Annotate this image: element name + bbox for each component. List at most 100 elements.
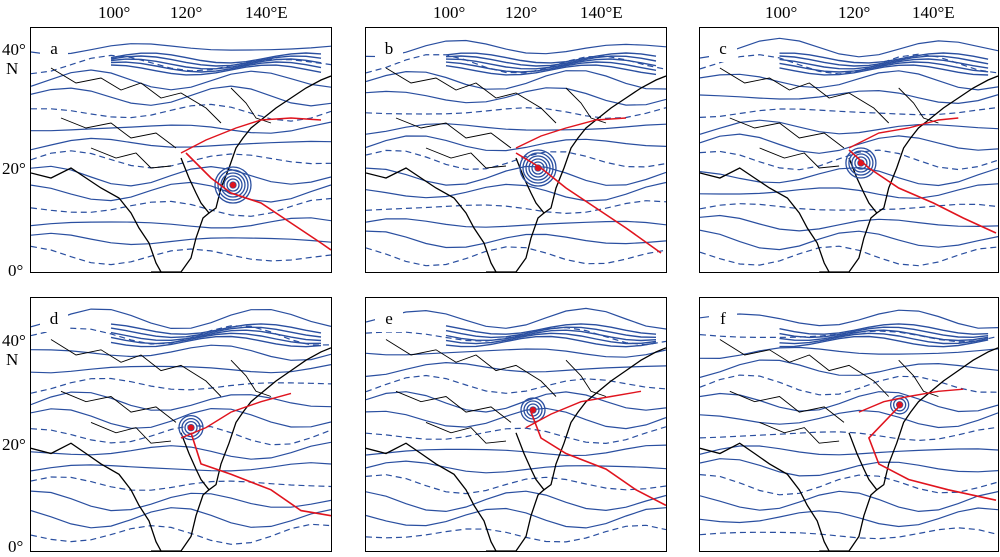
map-panel-f: f — [699, 297, 999, 552]
contour-line — [31, 165, 331, 187]
border-line — [385, 339, 557, 397]
coastline — [819, 212, 878, 272]
contour-line — [700, 53, 998, 75]
contour-line — [31, 137, 331, 151]
contour-line — [31, 476, 331, 491]
lat-label-0-bottom: 0° — [8, 537, 24, 556]
lon-label-140-a: 140°E — [245, 3, 288, 22]
border-line — [565, 359, 607, 397]
lat-label-n-top: N — [6, 59, 19, 78]
typhoon-contour — [226, 178, 240, 192]
border-line — [90, 421, 172, 444]
contour-line — [366, 149, 666, 170]
map-graphic-b — [366, 39, 666, 272]
contour-line — [31, 377, 331, 394]
coastline — [515, 347, 666, 491]
border-line — [90, 147, 172, 169]
map-layers-c — [700, 37, 998, 272]
typhoon-track-north — [858, 388, 964, 413]
contour-line — [366, 123, 666, 135]
border-line — [729, 390, 845, 423]
contour-line — [366, 474, 666, 495]
typhoon-center — [896, 401, 903, 408]
typhoon-center — [857, 160, 864, 166]
contour-line — [31, 103, 331, 122]
contour-line — [700, 346, 998, 360]
contour-line — [700, 527, 998, 540]
coastline — [151, 212, 210, 272]
contour-line — [31, 121, 331, 134]
coastline — [180, 347, 331, 491]
contour-line — [31, 43, 331, 56]
contour-line — [700, 70, 998, 91]
coastline — [848, 347, 998, 491]
lat-label-40-top: 40° — [2, 40, 26, 59]
contour-line — [31, 364, 331, 374]
contour-line — [31, 523, 331, 545]
jet-contour — [110, 52, 322, 64]
typhoon-center — [535, 165, 541, 171]
contour-line — [700, 229, 998, 251]
lon-label-140-b: 140°E — [580, 3, 623, 22]
contour-line — [31, 441, 331, 460]
lat-label-0-top: 0° — [8, 261, 24, 280]
contour-line — [700, 106, 998, 118]
jet-contour — [779, 335, 989, 348]
jet-contour — [110, 58, 322, 70]
contour-line — [366, 165, 666, 186]
typhoon-contour — [851, 153, 871, 173]
jet-contour — [445, 329, 657, 342]
coastline — [700, 442, 830, 551]
typhoon-contour — [181, 417, 201, 438]
jet-contour — [445, 55, 657, 67]
jet-contour — [779, 326, 989, 339]
contour-line — [700, 445, 998, 456]
jet-contour — [445, 332, 657, 345]
coastline — [486, 489, 545, 551]
typhoon-contour — [525, 155, 551, 181]
jet-contour — [779, 58, 989, 70]
typhoon-track-north — [180, 117, 322, 154]
lat-label-n-bottom: N — [6, 350, 19, 369]
contour-line — [31, 217, 331, 229]
jet-contour — [110, 335, 322, 348]
typhoon-contour — [217, 169, 249, 201]
contour-line — [700, 245, 998, 267]
jet-contour — [445, 61, 657, 73]
border-line — [759, 421, 840, 444]
contour-line — [366, 490, 666, 513]
jet-contour — [445, 64, 657, 76]
jet-contour — [110, 332, 322, 345]
border-line — [898, 87, 939, 124]
border-line — [395, 390, 512, 423]
contour-line — [700, 507, 998, 528]
panel-letter-c: c — [709, 36, 737, 62]
coastline — [366, 167, 497, 272]
contour-line — [700, 409, 998, 429]
contour-line — [366, 348, 666, 358]
contour-line — [31, 85, 331, 107]
contour-line — [31, 232, 331, 246]
contour-line — [366, 230, 666, 249]
typhoon-track — [530, 411, 666, 507]
panel-letter-e: e — [375, 306, 403, 332]
contour-line — [366, 135, 666, 152]
lat-label-20-bottom: 20° — [2, 435, 26, 454]
typhoon-contour — [520, 397, 546, 423]
typhoon-track-north — [525, 390, 642, 429]
typhoon-track — [867, 406, 997, 501]
contour-line — [366, 218, 666, 228]
typhoon-contour — [845, 147, 877, 179]
contour-line — [366, 246, 666, 267]
coastline — [515, 75, 666, 214]
contour-line — [366, 70, 666, 90]
coastline — [819, 489, 878, 551]
map-graphic-c — [700, 37, 998, 272]
map-panel-a: a — [30, 27, 332, 273]
contour-line — [31, 245, 331, 266]
contour-line — [31, 391, 331, 411]
typhoon-contour — [528, 158, 548, 178]
contour-line — [366, 426, 666, 445]
contour-line — [366, 460, 666, 474]
coastline — [366, 442, 497, 551]
